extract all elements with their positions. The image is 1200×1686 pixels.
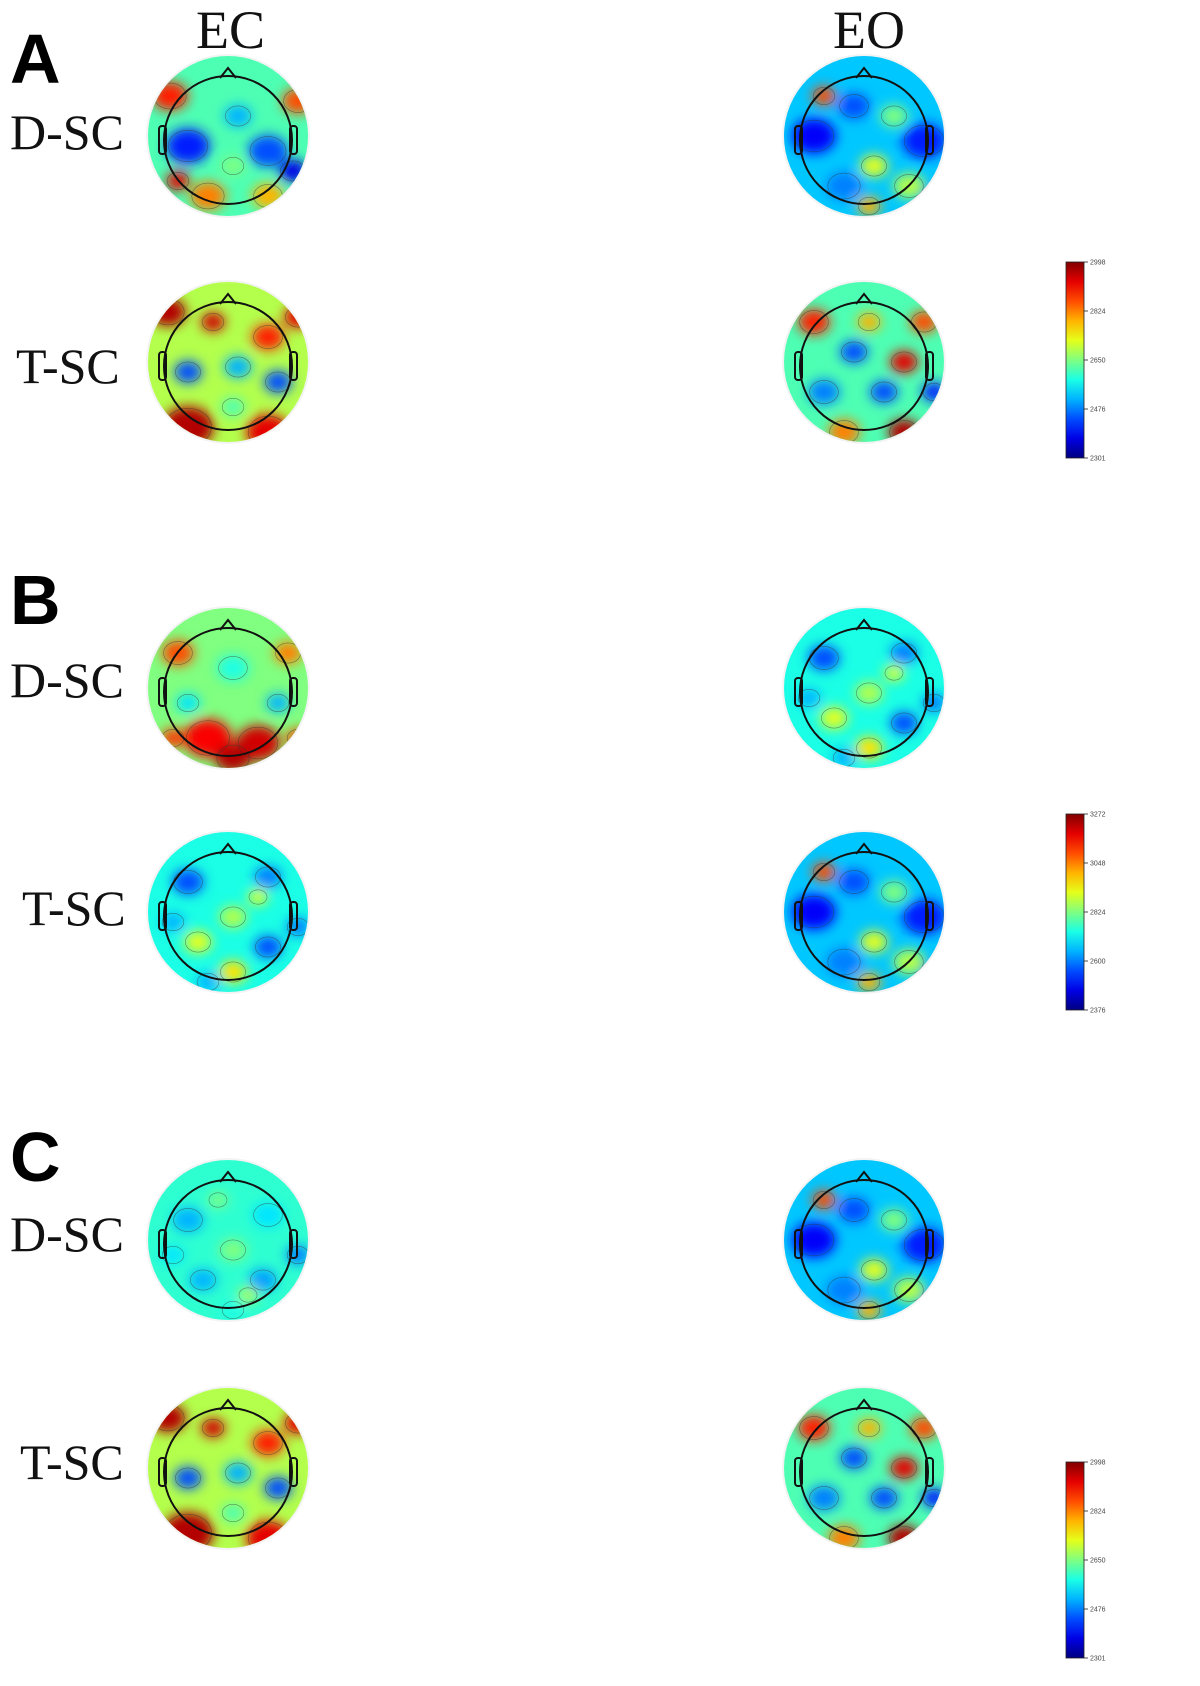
topomap-a-dsc-ec [146, 54, 310, 218]
topomap-b-tsc-eo [782, 830, 946, 994]
colorbar-tick-label: 2476 [1090, 407, 1106, 414]
colorbar-tick-label: 2476 [1090, 1607, 1106, 1614]
colorbar-tick-label: 2301 [1090, 456, 1106, 463]
column-header-ec: EC [196, 0, 266, 60]
colorbar-tick-label: 2824 [1090, 1509, 1106, 1516]
topomap-b-tsc-ec [146, 830, 310, 994]
topomap-c-tsc-eo [782, 1386, 946, 1550]
colorbar-a: 2998 2824 2650 2476 2301 [1065, 260, 1106, 463]
row-label-a-tsc: T-SC [16, 338, 120, 394]
panel-letter-c: C [10, 1118, 61, 1196]
colorbar-tick-label: 2998 [1090, 260, 1106, 267]
colorbar-tick-label: 2998 [1090, 1460, 1106, 1467]
colorbar-tick-label: 2376 [1090, 1008, 1106, 1015]
row-label-c-tsc: T-SC [20, 1434, 124, 1490]
topomap-c-tsc-ec [146, 1386, 310, 1550]
topomap-b-dsc-ec [146, 606, 310, 770]
row-label-b-tsc: T-SC [22, 880, 126, 936]
colorbar-tick-label: 2650 [1090, 358, 1106, 365]
colorbar-tick-label: 2600 [1090, 959, 1106, 966]
topomap-a-dsc-eo [782, 54, 946, 218]
row-label-b-dsc: D-SC [10, 652, 124, 708]
colorbar-tick-label: 3048 [1090, 861, 1106, 868]
colorbar-tick-label: 2824 [1090, 309, 1106, 316]
topomap-a-tsc-ec [146, 280, 310, 444]
colorbar-b: 3272 3048 2824 2600 2376 [1065, 812, 1106, 1015]
panel-letter-b: B [10, 561, 61, 639]
row-label-a-dsc: D-SC [10, 104, 124, 160]
panel-letter-a: A [10, 20, 61, 98]
colorbar-tick-label: 2824 [1090, 910, 1106, 917]
topomap-a-tsc-eo [782, 280, 946, 444]
colorbar-tick-label: 2301 [1090, 1656, 1106, 1663]
colorbar-c: 2998 2824 2650 2476 2301 [1065, 1460, 1106, 1663]
colorbar-tick-label: 3272 [1090, 812, 1106, 819]
topomap-c-dsc-eo [782, 1158, 946, 1322]
column-header-eo: EO [833, 0, 905, 60]
row-label-c-dsc: D-SC [10, 1206, 124, 1262]
topomap-b-dsc-eo [782, 606, 946, 770]
colorbar-tick-label: 2650 [1090, 1558, 1106, 1565]
topomap-c-dsc-ec [146, 1158, 310, 1322]
